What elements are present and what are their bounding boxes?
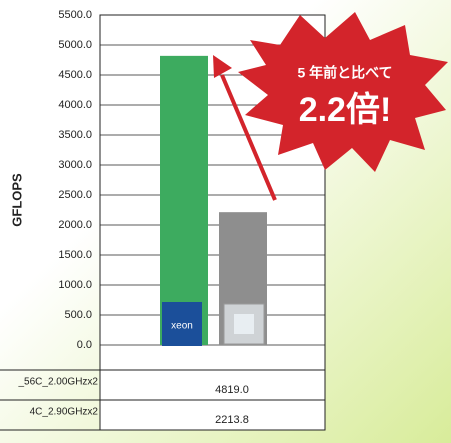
arrow-head xyxy=(213,55,232,78)
series-label: 4C_2.90GHzx2 xyxy=(30,407,99,418)
chip-logo: xeon xyxy=(171,321,193,332)
y-tick-label: 4000.0 xyxy=(58,99,92,111)
bar xyxy=(160,55,208,346)
series-label: _56C_2.00GHzx2 xyxy=(18,377,99,388)
value-label: 2213.8 xyxy=(215,414,249,426)
chip-core xyxy=(234,314,254,334)
y-tick-label: 5500.0 xyxy=(58,9,92,21)
y-tick-label: 4500.0 xyxy=(58,69,92,81)
annotation: 5 年前と比べて xyxy=(297,65,392,81)
y-tick-label: 3000.0 xyxy=(58,159,92,171)
y-tick-label: 3500.0 xyxy=(58,129,92,141)
y-tick-label: 0.0 xyxy=(77,339,92,351)
y-tick-label: 1500.0 xyxy=(58,249,92,261)
y-tick-label: 5000.0 xyxy=(58,39,92,51)
y-axis-label: GFLOPS xyxy=(9,173,24,227)
y-tick-label: 2500.0 xyxy=(58,189,92,201)
annotation: 2.2倍! xyxy=(299,91,392,129)
arrow xyxy=(220,74,277,201)
chip-icon xyxy=(162,302,202,346)
starburst xyxy=(238,12,448,172)
y-tick-label: 1000.0 xyxy=(58,279,92,291)
y-tick-label: 500.0 xyxy=(64,309,92,321)
marks: 0.0 500.0 1000.0 1500.0 2000.0 2500.0 3000.0 35… xyxy=(58,9,325,351)
value-label: 4819.0 xyxy=(215,384,249,396)
y-tick-label: 2000.0 xyxy=(58,219,92,231)
